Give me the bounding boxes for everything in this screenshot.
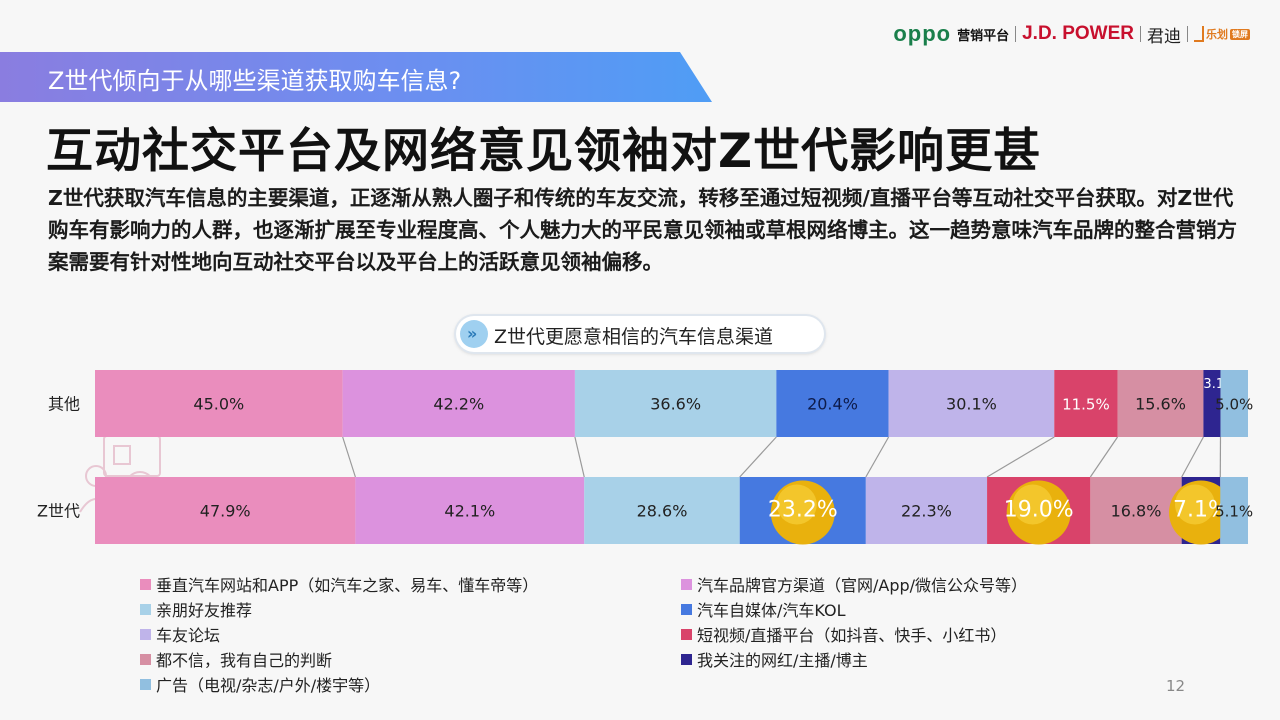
lehua-logo-tag: 锁屏 bbox=[1230, 28, 1250, 40]
page-headline: 互动社交平台及网络意见领袖对Z世代影响更甚 bbox=[46, 124, 1042, 179]
lehua-mark-icon bbox=[1194, 26, 1204, 42]
category-label: Z世代 bbox=[37, 502, 80, 521]
highlight-shine bbox=[776, 484, 817, 525]
bar-segment bbox=[574, 370, 777, 437]
data-label: 42.2% bbox=[433, 395, 484, 414]
connector-line bbox=[574, 436, 585, 478]
partner-logos: oppo 营销平台 J.D. POWER 君迪 乐划 锁屏 bbox=[893, 20, 1250, 48]
legend-label: 短视频/直播平台（如抖音、快手、小红书） bbox=[697, 626, 1007, 645]
data-label: 7.1% bbox=[1173, 498, 1229, 523]
chart-title-pill: » Z世代更愿意相信的汽车信息渠道 bbox=[456, 316, 824, 352]
legend-swatch bbox=[681, 578, 692, 590]
highlight-shine bbox=[1174, 484, 1215, 525]
data-label: 45.0% bbox=[193, 395, 244, 414]
bar-segment bbox=[342, 370, 575, 437]
jdpower-logo: J.D. POWER bbox=[1022, 23, 1134, 44]
data-label: 28.6% bbox=[637, 502, 688, 521]
data-label: 20.4% bbox=[807, 395, 858, 414]
legend-item: 车友论坛 bbox=[140, 622, 220, 646]
legend-swatch bbox=[140, 678, 151, 690]
legend-item: 汽车自媒体/汽车KOL bbox=[681, 597, 846, 621]
chart-title: Z世代更愿意相信的汽车信息渠道 bbox=[494, 326, 774, 348]
legend-item: 我关注的网红/主播/博主 bbox=[681, 647, 868, 671]
bar-segment bbox=[776, 370, 889, 437]
legend-swatch bbox=[140, 603, 151, 615]
bar-segment bbox=[1203, 370, 1221, 437]
bar-segment bbox=[1220, 477, 1248, 544]
connector-line bbox=[1181, 436, 1204, 478]
data-label: 15.6% bbox=[1135, 395, 1186, 414]
connector-line bbox=[739, 436, 777, 478]
data-label: 30.1% bbox=[946, 395, 997, 414]
bar-segment bbox=[1090, 477, 1182, 544]
data-label: 11.5% bbox=[1062, 396, 1110, 414]
legend-swatch bbox=[681, 603, 692, 615]
banner-shape bbox=[0, 52, 712, 102]
legend-swatch bbox=[140, 628, 151, 640]
data-label: 16.8% bbox=[1111, 502, 1162, 521]
legend-label: 车友论坛 bbox=[156, 626, 221, 645]
data-label: 47.9% bbox=[200, 502, 251, 521]
legend-item: 都不信，我有自己的判断 bbox=[140, 647, 332, 671]
legend-swatch bbox=[140, 578, 151, 590]
legend-swatch bbox=[681, 653, 692, 665]
legend-label: 亲朋好友推荐 bbox=[156, 601, 253, 620]
legend-item: 广告（电视/杂志/户外/楼宇等） bbox=[140, 672, 380, 696]
bar-segment bbox=[355, 477, 585, 544]
oppo-logo: oppo bbox=[893, 21, 952, 46]
legend-swatch bbox=[681, 628, 692, 640]
legend-label: 我关注的网红/主播/博主 bbox=[697, 651, 868, 670]
lehua-logo-text: 乐划 bbox=[1206, 28, 1228, 41]
data-label: 22.3% bbox=[901, 502, 952, 521]
bar-segment bbox=[1220, 370, 1248, 437]
marketing-platform-logo: 营销平台 bbox=[957, 28, 1010, 44]
connector-line bbox=[1089, 436, 1119, 478]
data-label: 5.1% bbox=[1215, 503, 1253, 521]
legend-item: 亲朋好友推荐 bbox=[140, 597, 252, 621]
legend-label: 广告（电视/杂志/户外/楼宇等） bbox=[156, 676, 381, 695]
page-number: 12 bbox=[1166, 677, 1186, 695]
jundi-logo: 君迪 bbox=[1147, 26, 1181, 47]
legend-label: 都不信，我有自己的判断 bbox=[156, 651, 333, 670]
bar-segment bbox=[95, 370, 343, 437]
logo-divider bbox=[1140, 26, 1141, 42]
legend-item: 汽车品牌官方渠道（官网/App/微信公众号等） bbox=[681, 572, 1027, 596]
description-paragraph: Z世代获取汽车信息的主要渠道，正逐渐从熟人圈子和传统的车友交流，转移至通过短视频… bbox=[48, 186, 1237, 274]
section-banner: Z世代倾向于从哪些渠道获取购车信息? bbox=[0, 52, 712, 102]
connector-line bbox=[342, 436, 356, 478]
legend-label: 汽车品牌官方渠道（官网/App/微信公众号等） bbox=[697, 576, 1028, 595]
logo-divider bbox=[1187, 26, 1188, 42]
chevron-right-icon: » bbox=[460, 320, 488, 348]
bar-segment bbox=[1117, 370, 1204, 437]
data-label: 19.0% bbox=[1004, 498, 1074, 523]
bar-segment bbox=[865, 477, 988, 544]
data-label: 36.6% bbox=[650, 395, 701, 414]
legend-label: 汽车自媒体/汽车KOL bbox=[697, 601, 846, 620]
section-title: Z世代倾向于从哪些渠道获取购车信息? bbox=[48, 67, 462, 95]
highlight-shine bbox=[1012, 484, 1053, 525]
bar-segment bbox=[95, 477, 356, 544]
data-label: 23.2% bbox=[768, 498, 838, 523]
category-label: 其他 bbox=[48, 395, 80, 414]
logo-divider bbox=[1015, 26, 1017, 42]
bar-segment bbox=[584, 477, 740, 544]
legend-swatch bbox=[140, 653, 151, 665]
data-label: 42.1% bbox=[444, 502, 495, 521]
legend-item: 短视频/直播平台（如抖音、快手、小红书） bbox=[681, 622, 1006, 646]
bar-segment bbox=[888, 370, 1055, 437]
bar-segment bbox=[1054, 370, 1118, 437]
data-label: 5.0% bbox=[1215, 396, 1253, 414]
connector-line bbox=[865, 436, 890, 478]
connector-line bbox=[986, 436, 1055, 478]
lehua-logo: 乐划 锁屏 bbox=[1194, 26, 1250, 42]
legend-label: 垂直汽车网站和APP（如汽车之家、易车、懂车帝等） bbox=[156, 576, 539, 595]
legend-item: 垂直汽车网站和APP（如汽车之家、易车、懂车帝等） bbox=[140, 572, 538, 596]
